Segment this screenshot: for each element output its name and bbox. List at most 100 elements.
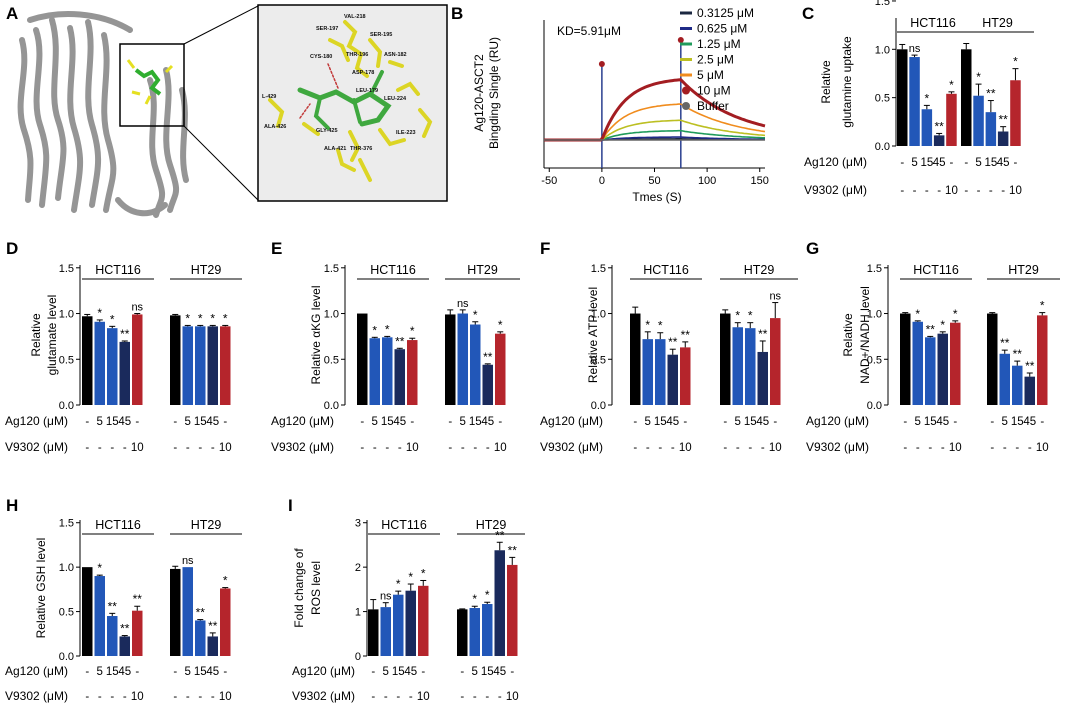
bar xyxy=(745,328,756,405)
v9302-value: - xyxy=(173,442,177,454)
zoom-box xyxy=(119,43,185,127)
ag120-value: 15 xyxy=(920,157,933,169)
v9302-value: - xyxy=(723,442,727,454)
ag120-value: 5 xyxy=(915,416,921,428)
significance-mark: * xyxy=(198,311,203,325)
spr-x-tick-label: 0 xyxy=(599,175,605,187)
ag120-value: 15 xyxy=(106,666,119,678)
zoom-line-top xyxy=(183,5,259,45)
bar xyxy=(900,313,911,405)
v9302-value: 10 xyxy=(1036,442,1049,454)
panel-letter-f: F xyxy=(540,239,550,258)
residue-label: ASP-178 xyxy=(352,70,374,76)
v9302-value: - xyxy=(736,442,740,454)
spr-x-tick-label: 50 xyxy=(648,175,660,187)
bar xyxy=(107,328,118,405)
v9302-value: - xyxy=(173,691,177,703)
bar xyxy=(82,567,93,656)
ag120-value: - xyxy=(448,416,452,428)
ag120-value: 15 xyxy=(392,666,405,678)
significance-mark: ** xyxy=(681,328,691,342)
bar xyxy=(937,333,948,405)
ag120-label: Ag120 (μM) xyxy=(271,414,334,428)
v9302-value: 10 xyxy=(131,442,144,454)
residue-label: L-429 xyxy=(262,94,276,100)
bar xyxy=(393,594,404,656)
bar xyxy=(897,49,908,146)
v9302-value: 10 xyxy=(417,691,430,703)
y-label-line2: NAD+/NADH level xyxy=(858,286,872,384)
v9302-label: V9302 (μM) xyxy=(806,440,869,454)
v9302-value: 10 xyxy=(1009,185,1022,197)
bar xyxy=(1024,376,1035,405)
v9302-value: - xyxy=(409,691,413,703)
panel-letter-a: A xyxy=(6,4,18,23)
ag120-value: 45 xyxy=(1023,416,1036,428)
ag120-value: - xyxy=(410,416,414,428)
significance-mark: ** xyxy=(483,350,493,364)
ag120-value: - xyxy=(1040,416,1044,428)
significance-mark: * xyxy=(210,311,215,325)
panel-letter-g: G xyxy=(806,239,819,258)
ag120-value: 5 xyxy=(735,416,741,428)
ag120-value: - xyxy=(950,157,954,169)
y-tick-label: 1.0 xyxy=(867,309,882,321)
significance-mark: * xyxy=(385,322,390,336)
y-tick-label: 0.5 xyxy=(324,354,339,366)
bar xyxy=(1010,80,1021,146)
significance-mark: ** xyxy=(668,335,678,349)
ag120-value: 15 xyxy=(381,416,394,428)
v9302-value: - xyxy=(925,185,929,197)
bar xyxy=(642,339,653,405)
panel-letter-e: E xyxy=(271,239,282,258)
bar xyxy=(720,313,731,405)
bar xyxy=(207,636,218,656)
significance-mark: * xyxy=(223,311,228,325)
bar xyxy=(195,620,206,656)
ag120-value: - xyxy=(371,666,375,678)
bar xyxy=(94,576,105,656)
significance-mark: ns xyxy=(182,555,194,567)
significance-mark: ** xyxy=(986,87,996,101)
y-tick-label: 1 xyxy=(355,607,361,619)
residue-label: ALA-421 xyxy=(324,146,346,152)
bar xyxy=(220,326,231,405)
ag120-value: - xyxy=(964,157,968,169)
significance-mark: * xyxy=(976,70,981,84)
panel-c: C 0.0 0.5 1.0 1.5 Relative glutamine uptake HCT… xyxy=(802,0,1034,197)
group-label-hct116: HCT116 xyxy=(95,518,141,532)
v9302-value: - xyxy=(385,442,389,454)
v9302-value: - xyxy=(211,691,215,703)
v9302-value: - xyxy=(110,691,114,703)
group-label-ht29: HT29 xyxy=(191,263,222,277)
ag120-value: - xyxy=(223,666,227,678)
significance-mark: ** xyxy=(196,606,206,620)
v9302-value: 10 xyxy=(769,442,782,454)
bar xyxy=(987,313,998,405)
ag120-value: 45 xyxy=(118,666,131,678)
v9302-value: - xyxy=(373,442,377,454)
y-tick-label: 3 xyxy=(355,518,361,530)
v9302-value: - xyxy=(85,442,89,454)
y-tick-label: 1.5 xyxy=(867,263,882,275)
y-tick-label: 0.0 xyxy=(591,400,606,412)
significance-mark: * xyxy=(421,566,426,580)
v9302-value: - xyxy=(384,691,388,703)
v9302-value: - xyxy=(658,442,662,454)
bar xyxy=(119,341,130,405)
y-label-line2: ROS level xyxy=(309,561,323,615)
v9302-value: - xyxy=(761,442,765,454)
y-label-line2: glutamine uptake xyxy=(840,36,854,128)
y-tick-label: 1.0 xyxy=(324,309,339,321)
ag120-value: 45 xyxy=(393,416,406,428)
y-tick-label: 0.5 xyxy=(591,354,606,366)
ag120-value: 5 xyxy=(460,416,466,428)
ag120-value: 5 xyxy=(975,157,981,169)
residue-label: GLY-425 xyxy=(316,128,338,134)
spr-x-tick-label: -50 xyxy=(541,175,557,187)
ag120-value: 45 xyxy=(404,666,417,678)
spr-xlabel: Tmes (S) xyxy=(632,190,681,204)
